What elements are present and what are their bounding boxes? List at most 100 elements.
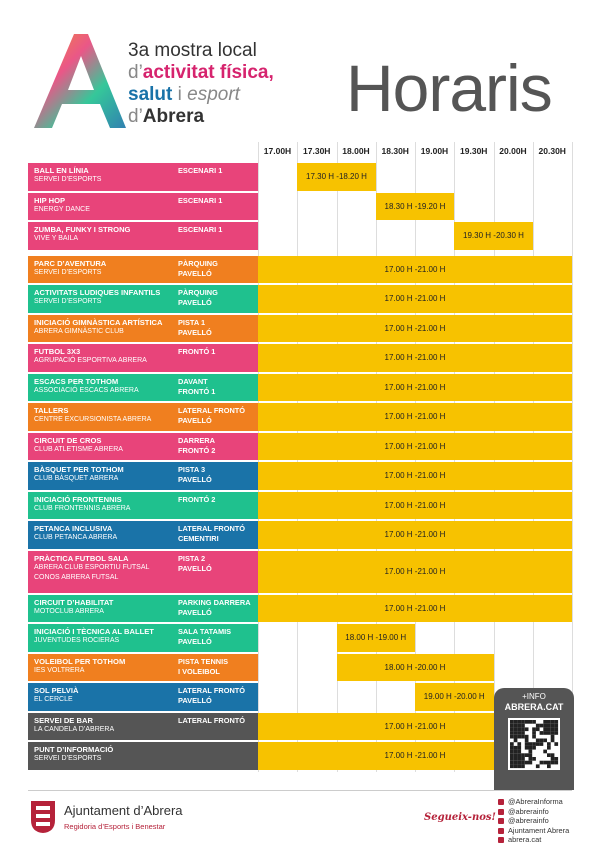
- qr-cell: [521, 734, 525, 739]
- social-handle: @AbreraInforma: [508, 797, 563, 806]
- qr-cell: [513, 757, 518, 761]
- qr-cell: [554, 760, 559, 765]
- qr-cell: [535, 723, 540, 728]
- activity-row: ACTIVITATS LUDIQUES INFANTILS SERVEI D’ES…: [28, 285, 258, 313]
- qr-cell: [510, 731, 514, 735]
- location: PISTA TENNIS: [178, 656, 229, 666]
- location: FRONTÓ 1: [178, 347, 216, 356]
- qr-cell: [524, 760, 529, 765]
- social-icon: [498, 837, 504, 844]
- location: CEMENTIRI: [178, 534, 219, 543]
- activity-row: INICIACIÓ GIMNÀSTICA ARTÍSTICA ABRERA GIM…: [28, 314, 258, 342]
- qr-cell: [554, 723, 559, 728]
- activity: CIRCUIT D’HABILITAT: [34, 597, 114, 607]
- activity: SOL PELVIÀ: [34, 686, 79, 695]
- qr-cell: [524, 720, 529, 724]
- qr-cell: [513, 745, 518, 750]
- qr-cell: [510, 753, 514, 757]
- qr-cell: [543, 731, 547, 735]
- qr-cell: [524, 727, 529, 732]
- qr-cell: [510, 727, 514, 732]
- text: i: [177, 84, 182, 105]
- qr-cell: [510, 760, 514, 765]
- time-label: 18.30H: [381, 146, 409, 156]
- text: Abrera: [142, 106, 205, 127]
- location: PAVELLÓ: [178, 298, 212, 307]
- qr-cell: [535, 727, 540, 732]
- schedule-bar: 19.00 H -20.00 H: [415, 683, 494, 711]
- qr-cell: [547, 720, 551, 724]
- qr-cell: [521, 731, 525, 735]
- qr-cell: [513, 731, 518, 735]
- qr-cell: [517, 742, 522, 746]
- activity-row: TALLERS CENTRE EXCURSIONISTA ABRERA LATERA…: [28, 403, 258, 431]
- location: PISTA 3: [178, 465, 206, 474]
- qr-cell: [517, 757, 522, 761]
- qr-code: [508, 718, 560, 770]
- activity-row: VOLEIBOL PER TOTHOM IES VOLTRERA PISTA TEN…: [28, 653, 258, 681]
- qr-cell: [513, 749, 518, 754]
- time-label: 20.30H: [538, 146, 566, 156]
- time-label: 19.30H: [460, 146, 488, 156]
- qr-cell: [517, 760, 522, 765]
- qr-cell: [539, 760, 544, 765]
- schedule-bar: 17.00 H -21.00 H: [258, 550, 572, 593]
- schedule-bar: 17.00 H -21.00 H: [258, 594, 572, 622]
- qr-cell: [532, 742, 536, 746]
- qr-cell: [517, 723, 522, 728]
- location: LATERAL FRONTÓ: [178, 715, 246, 725]
- council-crest: [31, 801, 55, 833]
- qr-cell: [550, 720, 555, 724]
- qr-cell: [528, 720, 533, 724]
- activity-row: PARC D’AVENTURA SERVEI D’ESPORTS PÀRQUING P…: [28, 255, 258, 283]
- schedule-bar: 17.00 H -21.00 H: [258, 285, 572, 313]
- qr-cell: [517, 720, 522, 724]
- qr-cell: [510, 720, 514, 724]
- qr-cell: [535, 764, 540, 769]
- activity-row: BÀSQUET PER TOTHOM CLUB BÀSQUET ABRERA PIS…: [28, 462, 258, 490]
- schedule-bar: 17.00 H -21.00 H: [258, 462, 572, 490]
- location: ESCENARI 1: [178, 195, 223, 205]
- qr-cell: [517, 764, 522, 769]
- qr-cell: [517, 745, 522, 750]
- qr-cell: [513, 734, 518, 739]
- social-icon: [498, 799, 504, 806]
- social-handle: @abrerainfo: [508, 806, 549, 816]
- qr-cell: [547, 753, 551, 757]
- qr-cell: [532, 745, 536, 750]
- qr-cell: [513, 727, 518, 732]
- social-item: @abrerainfo: [498, 807, 549, 816]
- activity: FUTBOL 3X3: [34, 347, 81, 356]
- text: d’: [128, 106, 143, 127]
- info-site: ABRERA.CAT: [504, 702, 564, 712]
- qr-cell: [510, 757, 514, 761]
- qr-cell: [510, 734, 514, 739]
- schedule-bar: 17.00 H -21.00 H: [258, 314, 572, 342]
- qr-cell: [547, 727, 551, 732]
- qr-cell: [547, 745, 551, 750]
- qr-cell: [554, 731, 559, 735]
- qr-cell: [550, 727, 555, 732]
- qr-cell: [524, 734, 529, 739]
- qr-cell: [532, 727, 536, 732]
- qr-cell: [521, 760, 525, 765]
- activity-row: SOL PELVIÀ EL CERCLE LATERAL FRONTÓ PAVELLÓ: [28, 683, 258, 711]
- qr-cell: [528, 753, 533, 757]
- social-item: Ajuntament Abrera: [498, 826, 569, 835]
- qr-cell: [532, 731, 536, 735]
- qr-cell: [539, 738, 544, 743]
- organizer: CONOS ABRERA FUTSAL: [34, 573, 119, 581]
- social-icon: [498, 808, 504, 815]
- info-label: +INFO: [522, 692, 546, 701]
- schedule-bar: 18.00 H -19.00 H: [336, 624, 415, 652]
- qr-cell: [543, 723, 547, 728]
- follow-us: Segueix-nos!: [424, 812, 496, 823]
- qr-cell: [510, 742, 514, 746]
- social-handle: @abrerainfo: [508, 816, 549, 825]
- qr-cell: [550, 734, 555, 739]
- activity: PARC D’AVENTURA: [34, 258, 107, 268]
- qr-cell: [554, 742, 559, 746]
- grid-line: [572, 142, 573, 772]
- qr-cell: [554, 720, 559, 724]
- qr-cell: [524, 738, 529, 743]
